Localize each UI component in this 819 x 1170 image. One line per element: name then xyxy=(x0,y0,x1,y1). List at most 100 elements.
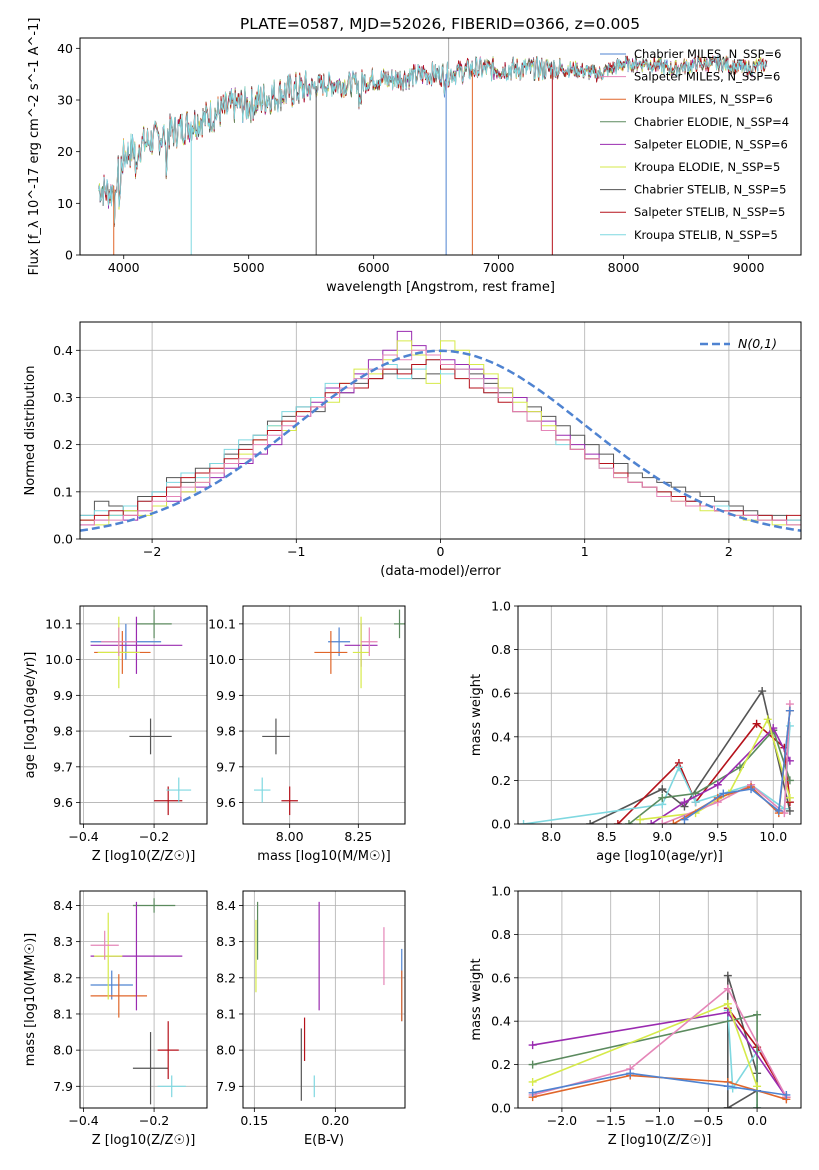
y-tick-label: 10.1 xyxy=(45,616,73,631)
x-axis-label: Z [log10(Z/Z☉)] xyxy=(92,849,196,864)
y-axis-label: age [log10(age/yr)] xyxy=(23,652,38,779)
y-tick-label: 40 xyxy=(57,41,73,56)
x-axis-label: mass [log10(M/M☉)] xyxy=(257,849,390,864)
x-tick-label: −1 xyxy=(287,544,305,559)
y-tick-label: 0.2 xyxy=(491,773,511,788)
x-tick-label: −0.5 xyxy=(693,1113,723,1128)
x-tick-label: 9000 xyxy=(733,260,765,275)
weight-line xyxy=(532,1002,758,1087)
plot-area xyxy=(518,891,801,1108)
y-tick-label: 1.0 xyxy=(491,884,511,899)
weight-marker xyxy=(674,763,683,772)
y-tick-label: 8.3 xyxy=(53,934,73,949)
weight-marker xyxy=(613,820,622,824)
weight-line xyxy=(589,689,791,824)
x-tick-label: 10.0 xyxy=(759,829,787,844)
weight-line xyxy=(532,987,788,1098)
weight-marker xyxy=(626,1069,635,1078)
panel-mass-vs-Z: −0.4 −0.2 7.9 8.0 8.1 8.2 8.3 8.4 Z [log10(Z/Z☉)… xyxy=(23,890,208,1148)
weight-marker xyxy=(669,820,678,824)
plot-area xyxy=(80,891,207,1108)
x-tick-label: 0.0 xyxy=(747,1113,767,1128)
panel-mass-vs-EBV: 0.15 0.20 7.9 8.0 8.1 8.2 8.3 8.4 E(B-V) xyxy=(216,890,406,1148)
weight-marker xyxy=(785,806,794,815)
legend-label: N(0,1) xyxy=(738,336,777,351)
y-axis-label: Flux [f_λ 10^-17 erg cm^-2 s^-1 A^-1] xyxy=(27,18,42,276)
weight-marker xyxy=(586,820,595,824)
panel-age-vs-mass: 8.00 8.25 9.6 9.7 9.8 9.9 10.0 10.1 mass [log10(… xyxy=(208,605,406,864)
weight-line xyxy=(628,728,791,824)
y-tick-label: 10.1 xyxy=(208,616,236,631)
histogram-series xyxy=(80,349,801,526)
weight-marker xyxy=(528,1041,537,1050)
y-axis-label: mass weight xyxy=(469,674,484,756)
y-tick-label: 7.9 xyxy=(216,1079,236,1094)
weight-marker xyxy=(785,721,794,730)
y-tick-label: 10.0 xyxy=(45,652,73,667)
figure-title: PLATE=0587, MJD=52026, FIBERID=0366, z=0… xyxy=(240,15,640,33)
legend-label: Kroupa ELODIE, N_SSP=5 xyxy=(634,160,780,174)
weight-marker xyxy=(785,793,794,802)
weight-marker xyxy=(753,1104,762,1108)
x-tick-label: 8.00 xyxy=(276,829,304,844)
x-tick-label: 7000 xyxy=(483,260,515,275)
weight-marker xyxy=(753,1010,762,1019)
y-tick-label: 0.6 xyxy=(491,686,511,701)
x-tick-label: 6000 xyxy=(358,260,390,275)
plot-area xyxy=(243,891,405,1108)
y-tick-label: 0.4 xyxy=(53,343,73,358)
weight-marker xyxy=(774,806,783,815)
weight-marker xyxy=(658,793,667,802)
weight-line xyxy=(532,1072,787,1096)
x-tick-label: −2.0 xyxy=(547,1113,577,1128)
weight-marker xyxy=(647,820,656,824)
weight-marker xyxy=(785,776,794,785)
x-tick-label: −2 xyxy=(143,544,161,559)
weight-marker xyxy=(723,1082,732,1091)
y-tick-label: 10 xyxy=(57,196,73,211)
plot-area xyxy=(80,322,801,539)
weight-marker xyxy=(719,789,728,798)
legend-label: Kroupa MILES, N_SSP=6 xyxy=(634,92,773,106)
y-axis-label: mass [log10(M/M☉)] xyxy=(23,933,38,1066)
x-axis-label: Z [log10(Z/Z☉)] xyxy=(92,1133,196,1148)
panel-weights-vs-age: 8.0 8.5 9.0 9.5 10.0 0.0 0.2 0.4 0.6 0.8 1.0 age [l… xyxy=(469,599,802,864)
y-tick-label: 10.0 xyxy=(208,652,236,667)
x-tick-label: 8.25 xyxy=(344,829,372,844)
x-tick-label: −1.5 xyxy=(596,1113,626,1128)
x-tick-label: 8.5 xyxy=(597,829,617,844)
x-tick-label: −0.4 xyxy=(68,829,98,844)
weight-marker xyxy=(758,687,767,696)
x-tick-label: 1 xyxy=(581,544,589,559)
panel-weights-vs-Z: −2.0 −1.5 −1.0 −0.5 0.0 0.0 0.2 0.4 0.6 0.8 1.0 Z [… xyxy=(469,884,802,1148)
x-tick-label: 5000 xyxy=(233,260,265,275)
y-tick-label: 8.1 xyxy=(216,1006,236,1021)
x-tick-label: −0.2 xyxy=(139,829,169,844)
weight-marker xyxy=(624,820,633,824)
x-axis-label: Z [log10(Z/Z☉)] xyxy=(608,1133,712,1148)
y-tick-label: 0.8 xyxy=(491,642,511,657)
plot-area xyxy=(243,606,405,824)
legend-label: Chabrier STELIB, N_SSP=5 xyxy=(634,183,786,197)
y-tick-label: 0 xyxy=(65,248,73,263)
y-tick-label: 9.9 xyxy=(216,688,236,703)
weight-marker xyxy=(728,1084,737,1093)
weight-marker xyxy=(763,715,772,724)
y-tick-label: 8.0 xyxy=(53,1043,73,1058)
y-tick-label: 0.4 xyxy=(491,729,511,744)
x-tick-label: −0.4 xyxy=(68,1113,98,1128)
histogram-series xyxy=(80,359,801,521)
y-tick-label: 0.8 xyxy=(491,927,511,942)
weight-marker xyxy=(658,820,667,824)
x-tick-label: 2 xyxy=(725,544,733,559)
y-tick-label: 0.0 xyxy=(491,817,511,832)
panel-residuals: −2 −1 0 1 2 0.0 0.1 0.2 0.3 0.4 (data-model)/error… xyxy=(23,321,802,579)
y-tick-label: 0.2 xyxy=(53,437,73,452)
weight-marker xyxy=(785,706,794,715)
weight-marker xyxy=(723,971,732,980)
x-tick-label: 0 xyxy=(437,544,445,559)
x-tick-label: 9.0 xyxy=(652,829,672,844)
axes-frame xyxy=(79,605,208,825)
weight-marker xyxy=(723,1104,732,1108)
x-axis-label: wavelength [Angstrom, rest frame] xyxy=(326,280,555,295)
